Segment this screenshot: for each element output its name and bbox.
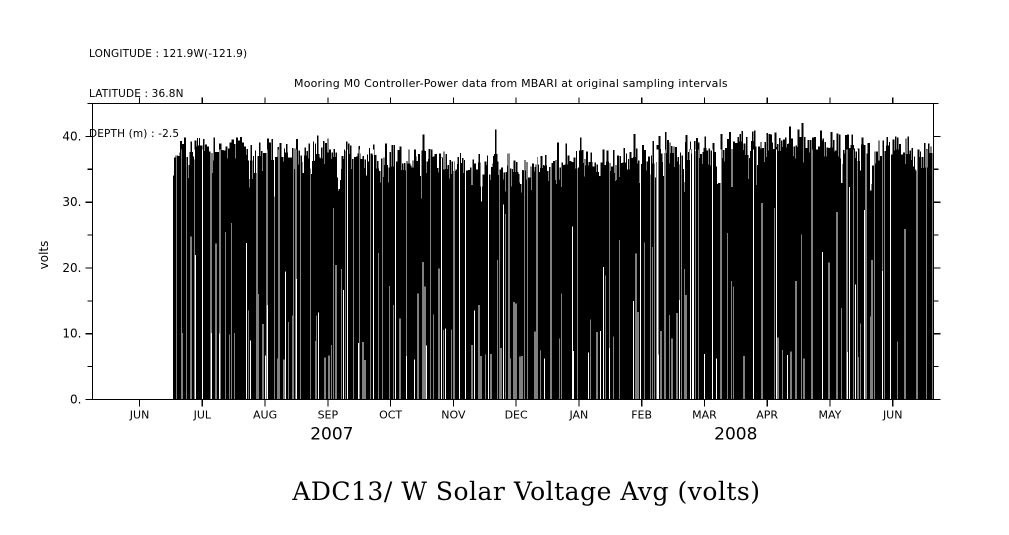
y-axis-labels: 0. 10. 20. 30. 40.: [62, 129, 81, 406]
x-tick-label-feb-2008: FEB: [631, 409, 652, 422]
plot-frame: [92, 103, 934, 400]
x-tick-label-apr-2008: APR: [756, 409, 778, 422]
x-axis-ticks: [138, 97, 894, 407]
chart-main-title: ADC13/ W Solar Voltage Avg (volts): [0, 448, 1009, 535]
x-tick-label-jun-2007: JUN: [129, 409, 150, 422]
y-tick-label: 40.: [62, 129, 81, 143]
x-tick-label-sep-2007: SEP: [318, 409, 339, 422]
x-tick-label-jun-2008: JUN: [882, 409, 903, 422]
x-tick-label-mar-2008: MAR: [692, 409, 717, 422]
x-axis-labels: JUN JUL AUG SEP OCT NOV DEC JAN FEB MAR APR MAY JUN: [129, 409, 903, 422]
year-labels: 2007 2008: [310, 425, 757, 445]
year-label-2007: 2007: [310, 425, 353, 445]
station-metadata: LONGITUDE : 121.9W(-121.9) LATITUDE : 36…: [89, 22, 247, 167]
x-tick-label-nov-2007: NOV: [441, 409, 466, 422]
longitude-text: LONGITUDE : 121.9W(-121.9): [89, 48, 248, 61]
y-tick-label: 0.: [70, 393, 81, 407]
time-series-plot: 0. 10. 20. 30. 40. JUN JUL AUG SEP OCT NOV DEC JAN F…: [37, 97, 941, 445]
y-tick-label: 30.: [62, 195, 81, 209]
chart-page: LONGITUDE : 121.9W(-121.9) LATITUDE : 36…: [0, 22, 1009, 506]
y-axis-title-text: volts: [37, 241, 51, 270]
chart-main-title-text: ADC13/ W Solar Voltage Avg (volts): [292, 477, 761, 506]
y-tick-label: 20.: [62, 261, 81, 275]
x-tick-label-oct-2007: OCT: [379, 409, 402, 422]
x-tick-label-jan-2008: JAN: [568, 409, 588, 422]
x-tick-label-may-2008: MAY: [818, 409, 841, 422]
y-tick-label: 10.: [62, 327, 81, 341]
x-tick-label-aug-2007: AUG: [253, 409, 277, 422]
year-label-2008: 2008: [714, 425, 757, 445]
x-tick-label-dec-2007: DEC: [505, 409, 528, 422]
x-tick-label-jul-2007: JUL: [193, 409, 212, 422]
chart-subtitle-text: Mooring M0 Controller-Power data from MB…: [294, 77, 728, 90]
y-axis-title: volts: [37, 241, 51, 270]
data-trace: [173, 122, 933, 400]
y-axis-ticks: [85, 102, 941, 401]
latitude-text: LATITUDE : 36.8N: [89, 88, 184, 101]
depth-text: DEPTH (m) : -2.5: [89, 127, 180, 140]
chart-subtitle: Mooring M0 Controller-Power data from MB…: [0, 64, 1009, 103]
